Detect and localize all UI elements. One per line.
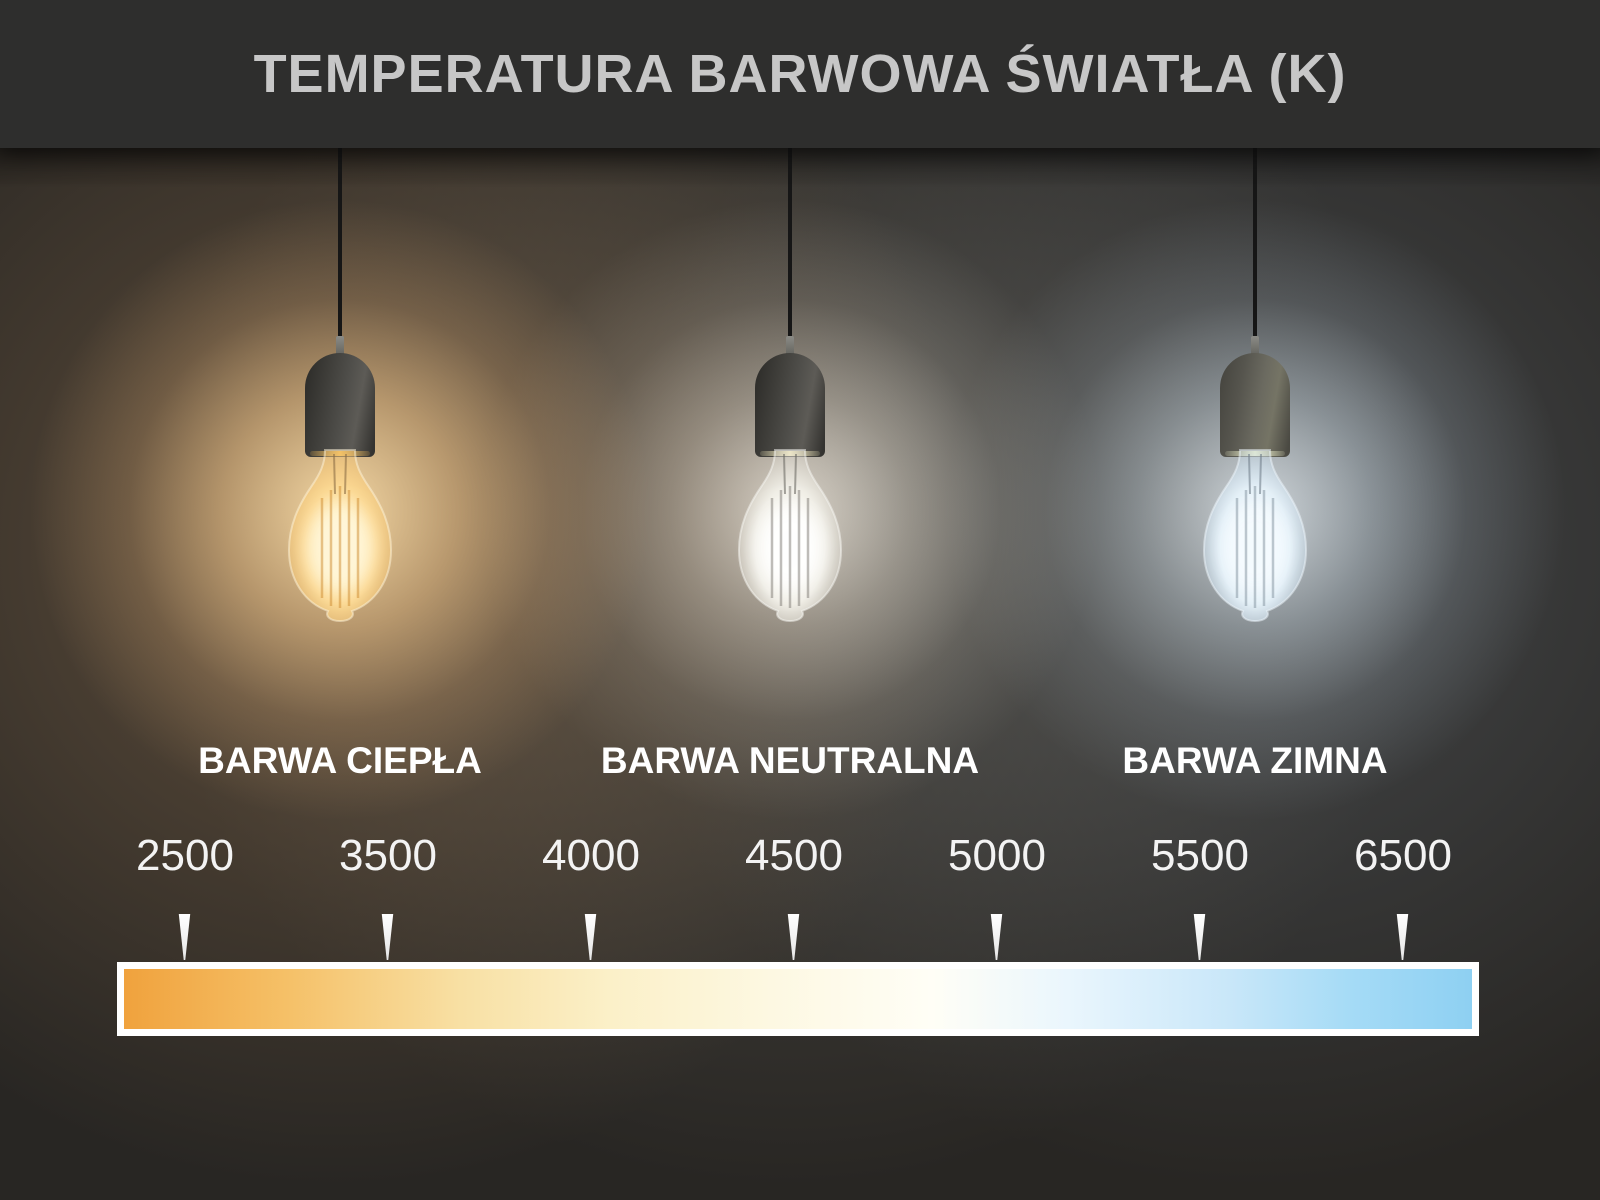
tick-arrow-icon [381,914,394,960]
tick-arrow-icon [1193,914,1206,960]
edison-bulb-neutral-icon [737,449,843,623]
temperature-gradient-fill [124,969,1472,1029]
page-title: TEMPERATURA BARWOWA ŚWIATŁA (K) [253,44,1347,104]
tick-arrow-icon [1396,914,1409,960]
lamp-cord [788,148,792,356]
edison-bulb-warm-icon [287,449,393,623]
lamp-socket [755,353,825,457]
tick-arrow-icon [584,914,597,960]
lamp-socket [305,353,375,457]
cord-connector [336,336,344,358]
lamp-cord [338,148,342,356]
lamp-socket [1220,353,1290,457]
tick-label-5500: 5500 [1151,831,1249,880]
tick-label-2500: 2500 [136,831,234,880]
label-warm: BARWA CIEPŁA [198,740,482,781]
header-band: TEMPERATURA BARWOWA ŚWIATŁA (K) [0,0,1600,148]
tick-arrow-icon [787,914,800,960]
tick-label-3500: 3500 [339,831,437,880]
tick-arrow-icon [178,914,191,960]
cord-connector [1251,336,1259,358]
label-cold: BARWA ZIMNA [1122,740,1388,781]
label-neutral: BARWA NEUTRALNA [600,740,980,781]
edison-bulb-cold-icon [1202,449,1308,623]
tick-label-5000: 5000 [948,831,1046,880]
tick-label-4500: 4500 [745,831,843,880]
tick-label-4000: 4000 [542,831,640,880]
tick-label-6500: 6500 [1354,831,1452,880]
scene: BARWA CIEPŁA BARWA NEUTRALNA BARWA ZIMNA… [0,148,1600,1200]
cord-connector [786,336,794,358]
temperature-gradient-bar [117,962,1479,1036]
tick-arrow-icon [990,914,1003,960]
lamp-cord [1253,148,1257,356]
